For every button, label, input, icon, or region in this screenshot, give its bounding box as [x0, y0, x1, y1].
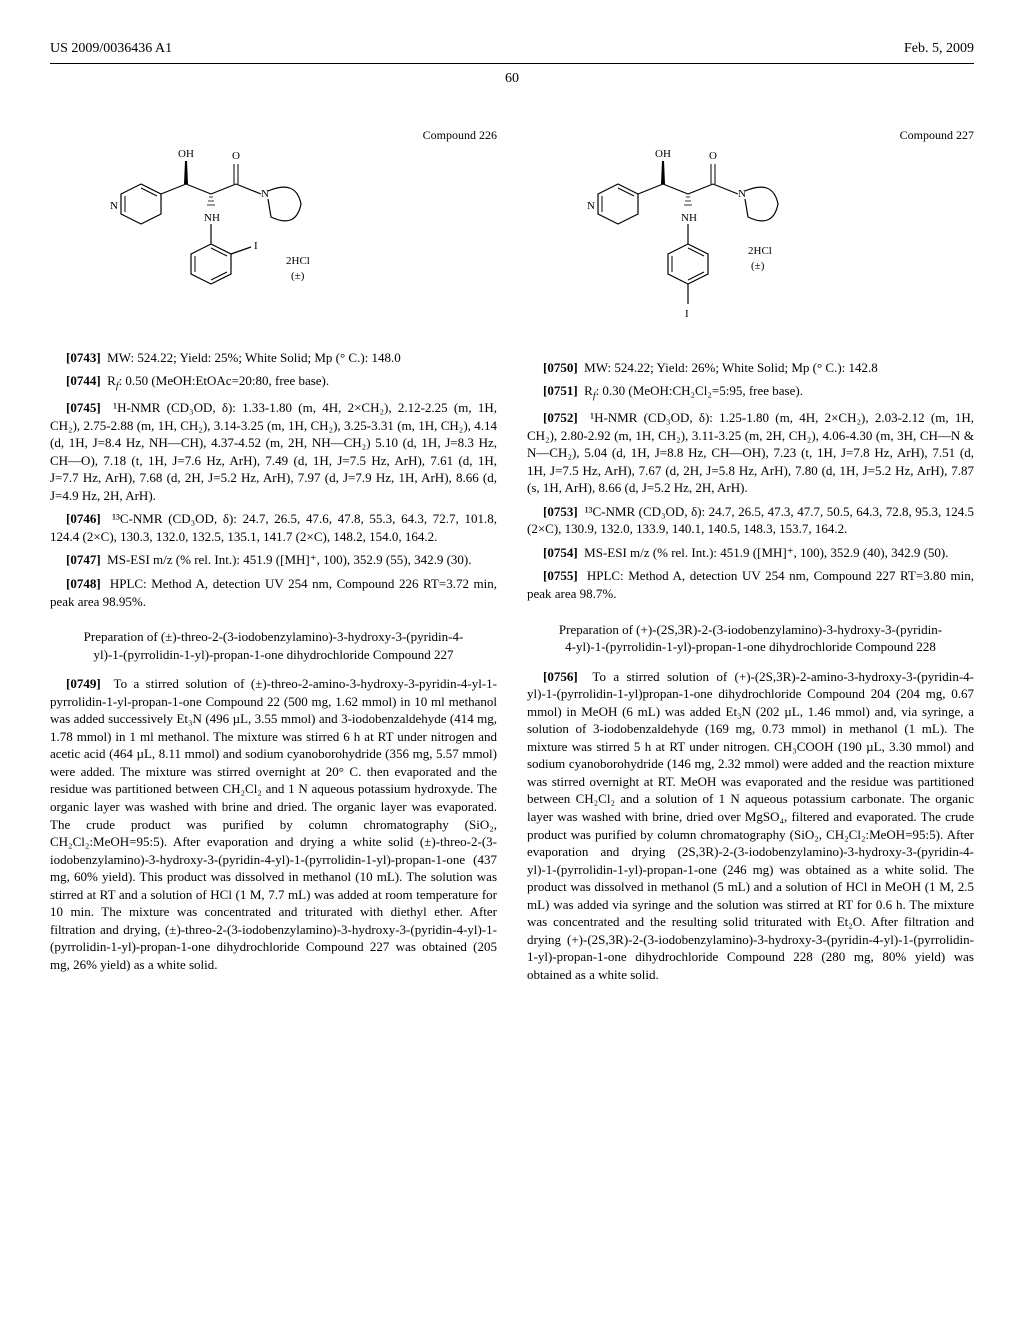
- para-0754: [0754] MS-ESI m/z (% rel. Int.): 451.9 (…: [527, 544, 974, 562]
- compound-227-structure: N OH O N: [527, 129, 974, 339]
- structure-svg-226: N OH O N: [96, 129, 376, 329]
- para-0753: [0753] ¹³C-NMR (CD₃OD, δ): 24.7, 26.5, 4…: [527, 503, 974, 538]
- page-number: 60: [50, 70, 974, 89]
- svg-text:N: N: [261, 188, 269, 200]
- svg-text:I: I: [685, 308, 689, 320]
- svg-text:(±): (±): [751, 260, 765, 272]
- para-0750: [0750] MW: 524.22; Yield: 26%; White Sol…: [527, 359, 974, 377]
- pub-date: Feb. 5, 2009: [904, 40, 974, 59]
- svg-text:2HCl: 2HCl: [286, 255, 310, 267]
- svg-text:2HCl: 2HCl: [748, 245, 772, 257]
- para-0744: [0744] Rf: 0.50 (MeOH:EtOAc=20:80, free …: [50, 372, 497, 393]
- svg-text:N: N: [110, 200, 118, 212]
- para-0746: [0746] ¹³C-NMR (CD₃OD, δ): 24.7, 26.5, 4…: [50, 510, 497, 545]
- para-0747: [0747] MS-ESI m/z (% rel. Int.): 451.9 (…: [50, 551, 497, 569]
- right-column: Compound 227 N OH O N: [527, 119, 974, 990]
- section-title-228: Preparation of (+)-(2S,3R)-2-(3-iodobenz…: [557, 621, 944, 656]
- section-title-227: Preparation of (±)-threo-2-(3-iodobenzyl…: [80, 628, 467, 663]
- compound-226-label: Compound 226: [423, 127, 497, 143]
- para-0751: [0751] Rf: 0.30 (MeOH:CH₂Cl₂=5:95, free …: [527, 382, 974, 403]
- svg-text:O: O: [709, 150, 717, 162]
- svg-text:N: N: [738, 188, 746, 200]
- svg-text:I: I: [254, 240, 258, 252]
- svg-text:OH: OH: [178, 148, 194, 160]
- svg-text:NH: NH: [681, 212, 697, 224]
- svg-text:NH: NH: [204, 212, 220, 224]
- para-0755: [0755] HPLC: Method A, detection UV 254 …: [527, 567, 974, 602]
- para-0745: [0745] ¹H-NMR (CD₃OD, δ): 1.33-1.80 (m, …: [50, 399, 497, 504]
- para-0749: [0749] To a stirred solution of (±)-thre…: [50, 675, 497, 973]
- para-0756: [0756] To a stirred solution of (+)-(2S,…: [527, 668, 974, 984]
- pub-number: US 2009/0036436 A1: [50, 40, 172, 59]
- structure-svg-227: N OH O N: [573, 129, 853, 339]
- page-header: US 2009/0036436 A1 Feb. 5, 2009: [50, 40, 974, 64]
- para-0748: [0748] HPLC: Method A, detection UV 254 …: [50, 575, 497, 610]
- left-column: Compound 226 N OH O N: [50, 119, 497, 990]
- compound-226-structure: N OH O N: [50, 129, 497, 329]
- para-0752: [0752] ¹H-NMR (CD₃OD, δ): 1.25-1.80 (m, …: [527, 409, 974, 497]
- svg-text:(±): (±): [291, 270, 305, 282]
- svg-text:OH: OH: [655, 148, 671, 160]
- svg-text:N: N: [587, 200, 595, 212]
- compound-227-label: Compound 227: [900, 127, 974, 143]
- svg-text:O: O: [232, 150, 240, 162]
- para-0743: [0743] MW: 524.22; Yield: 25%; White Sol…: [50, 349, 497, 367]
